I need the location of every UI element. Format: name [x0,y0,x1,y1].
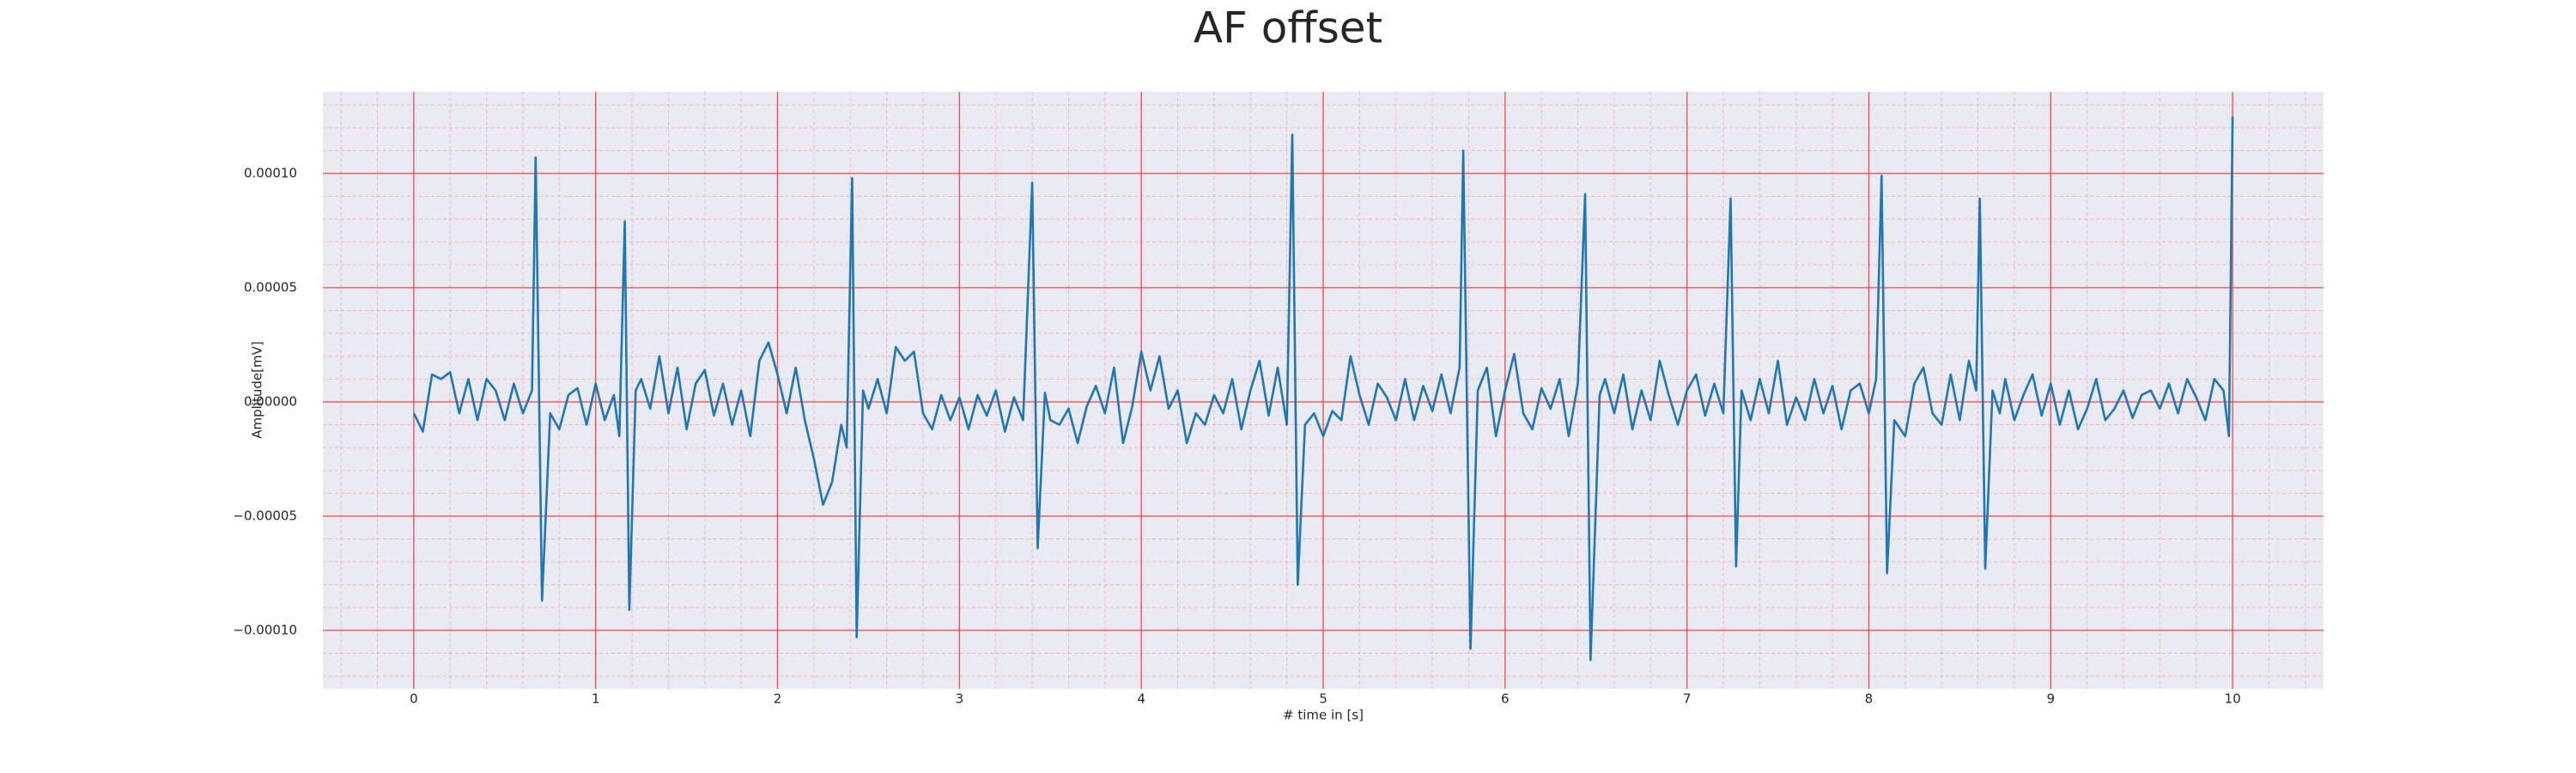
x-tick-label: 1 [592,691,600,707]
y-axis-label: Amplitude[mV] [250,341,265,438]
x-tick-label: 10 [2225,691,2241,707]
y-tick-label: 0.00005 [244,279,297,295]
x-tick-label: 4 [1137,691,1145,707]
x-axis-label: # time in [s] [1283,708,1364,723]
chart-title: AF offset [1194,3,1382,53]
x-tick-label: 2 [774,691,782,707]
y-tick-label: 0.00000 [244,393,297,409]
y-tick-label: −0.00010 [233,622,297,637]
x-tick-label: 9 [2046,691,2055,707]
x-tick-label: 6 [1501,691,1510,707]
y-tick-label: 0.00010 [244,165,297,180]
x-tick-label: 7 [1683,691,1692,707]
y-tick-label: −0.00005 [233,508,297,523]
x-tick-label: 5 [1319,691,1327,707]
signal-line [412,116,2234,661]
x-tick-label: 8 [1865,691,1874,707]
x-tick-label: 3 [956,691,964,707]
x-tick-label: 0 [410,691,418,707]
